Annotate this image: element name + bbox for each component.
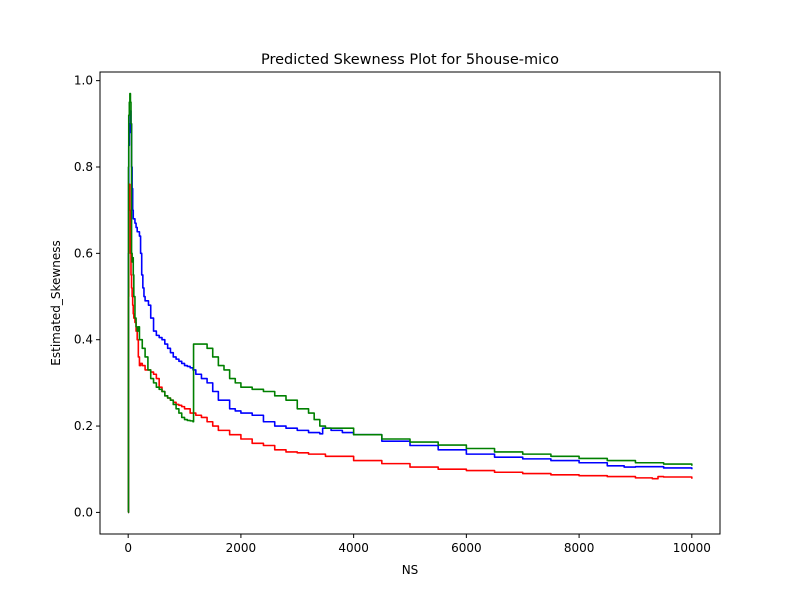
x-tick-label: 4000 bbox=[338, 541, 369, 555]
y-tick-label: 0.2 bbox=[74, 419, 93, 433]
tick-layer: 0 2000 4000 6000 8000 10000 0.0 0.2 0.4 0.6 0.8 1.0 bbox=[74, 74, 711, 555]
y-tick-label: 0.0 bbox=[74, 505, 93, 519]
y-tick-label: 0.6 bbox=[74, 246, 93, 260]
plot-frame bbox=[99, 71, 721, 535]
x-tick-label: 0 bbox=[124, 541, 132, 555]
x-tick-label: 2000 bbox=[226, 541, 257, 555]
series-layer bbox=[127, 92, 693, 514]
y-tick-label: 0.8 bbox=[74, 160, 93, 174]
y-axis-label: Estimated_Skewness bbox=[49, 240, 63, 365]
chart-title: Predicted Skewness Plot for 5house-mico bbox=[261, 52, 559, 68]
x-tick-label: 10000 bbox=[673, 541, 711, 555]
series-line-3 bbox=[127, 92, 693, 514]
series-line-1 bbox=[127, 110, 693, 514]
y-tick-label: 1.0 bbox=[74, 74, 93, 88]
x-axis-label: NS bbox=[402, 563, 419, 577]
x-tick-label: 8000 bbox=[564, 541, 595, 555]
y-tick-label: 0.4 bbox=[74, 333, 93, 347]
x-tick-label: 6000 bbox=[451, 541, 482, 555]
series-line-2 bbox=[127, 183, 693, 514]
